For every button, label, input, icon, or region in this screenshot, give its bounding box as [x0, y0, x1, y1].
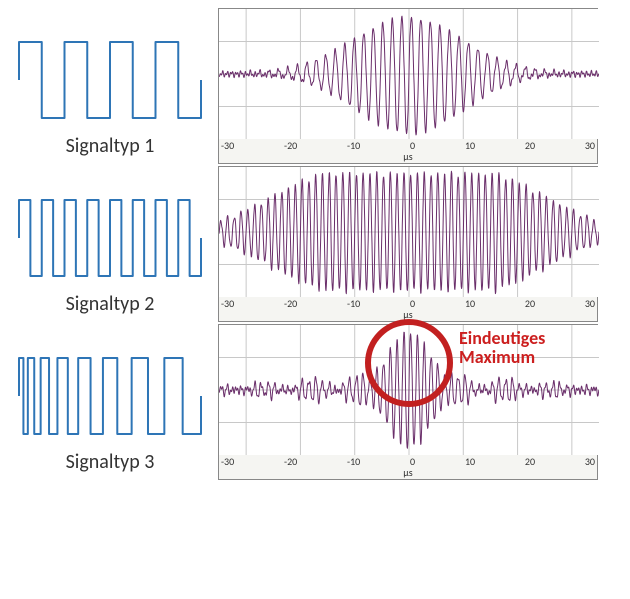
- xtick-label: 10: [465, 297, 475, 310]
- xtick-label: -20: [284, 139, 297, 152]
- xtick-label: -20: [284, 297, 297, 310]
- xtick-label: 20: [525, 455, 535, 468]
- xtick-label: -30: [221, 139, 234, 152]
- response-chart-panel: -30-20-100102030µsEindeutigesMaximum: [218, 324, 622, 480]
- annotation-text-line: Maximum: [459, 348, 545, 368]
- xtick-label: 10: [465, 455, 475, 468]
- xtick-label: 30: [585, 297, 595, 310]
- xtick-label: -10: [347, 455, 360, 468]
- square-wave-icon: [15, 188, 205, 288]
- xtick-label: -20: [284, 455, 297, 468]
- xtick-label: -10: [347, 139, 360, 152]
- square-wave-icon: [15, 346, 205, 446]
- signal-row: Signaltyp 1-30-20-100102030µs: [8, 8, 622, 164]
- xtick-label: 20: [525, 139, 535, 152]
- signal-type-label: Signaltyp 2: [66, 292, 155, 316]
- xtick-label: 30: [585, 139, 595, 152]
- xtick-label: -30: [221, 297, 234, 310]
- signal-row: Signaltyp 3-30-20-100102030µsEindeutiges…: [8, 324, 622, 480]
- input-signal-panel: Signaltyp 1: [8, 8, 218, 164]
- xtick-label: -30: [221, 455, 234, 468]
- square-wave-icon: [15, 30, 205, 130]
- signal-type-label: Signaltyp 1: [66, 134, 155, 158]
- signal-row: Signaltyp 2-30-20-100102030µs: [8, 166, 622, 322]
- annotation-text: EindeutigesMaximum: [459, 329, 545, 369]
- response-chart-panel: -30-20-100102030µs: [218, 8, 622, 164]
- input-signal-panel: Signaltyp 2: [8, 166, 218, 322]
- xtick-label: -10: [347, 297, 360, 310]
- x-axis-unit: µs: [219, 466, 597, 479]
- input-signal-panel: Signaltyp 3: [8, 324, 218, 480]
- x-axis-unit: µs: [219, 150, 597, 163]
- xtick-label: 20: [525, 297, 535, 310]
- signal-type-label: Signaltyp 3: [66, 450, 155, 474]
- xtick-label: 10: [465, 139, 475, 152]
- xtick-label: 30: [585, 455, 595, 468]
- response-chart-panel: -30-20-100102030µs: [218, 166, 622, 322]
- annotation-circle: [365, 319, 453, 407]
